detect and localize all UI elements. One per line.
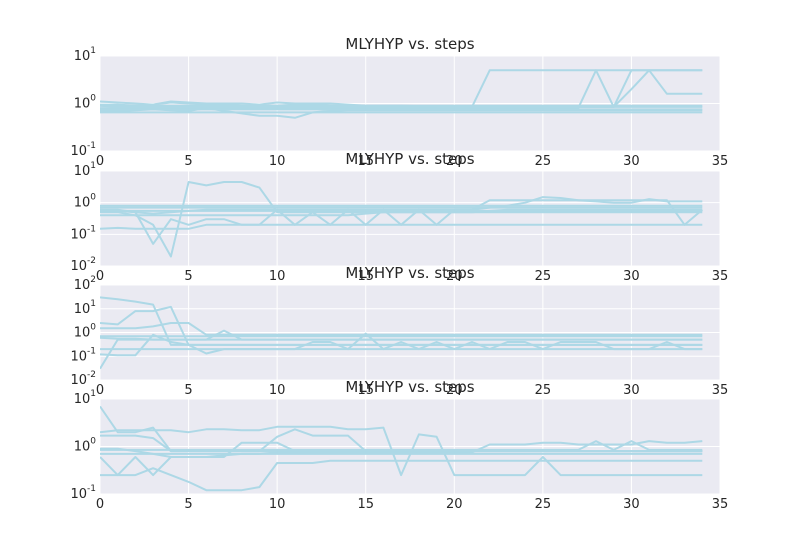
x-tick-label: 10 <box>269 497 286 512</box>
y-tick-label: 101 <box>74 161 96 179</box>
series-line <box>100 332 703 357</box>
x-tick-label: 15 <box>357 154 374 169</box>
x-tick-label: 0 <box>96 497 104 512</box>
y-tick-label: 10-1 <box>70 484 96 502</box>
x-tick-label: 20 <box>446 497 463 512</box>
x-tick-label: 35 <box>712 269 729 284</box>
x-tick-label: 10 <box>269 269 286 284</box>
y-tick-label: 10-2 <box>70 370 96 388</box>
y-tick-label: 102 <box>74 275 96 293</box>
subplot-title: MLYHYP vs. steps <box>345 35 474 53</box>
x-tick-label: 15 <box>357 497 374 512</box>
series-line <box>100 322 703 336</box>
y-tick-label: 10-1 <box>70 141 96 159</box>
series-line <box>100 456 703 492</box>
x-tick-label: 30 <box>623 269 640 284</box>
x-tick-label: 25 <box>535 154 552 169</box>
x-tick-label: 5 <box>184 269 192 284</box>
x-tick-label: 0 <box>96 269 104 284</box>
x-tick-label: 5 <box>184 497 192 512</box>
y-tick-label: 100 <box>74 437 97 455</box>
subplot-title: MLYHYP vs. steps <box>345 150 474 168</box>
y-tick-label: 100 <box>74 94 97 112</box>
x-tick-label: 30 <box>623 383 640 398</box>
y-tick-label: 10-1 <box>70 346 96 364</box>
subplot-title: MLYHYP vs. steps <box>345 378 474 396</box>
x-tick-label: 5 <box>184 154 192 169</box>
y-tick-label: 100 <box>74 193 97 211</box>
x-tick-label: 5 <box>184 383 192 398</box>
series-line <box>100 329 703 341</box>
subplot-title: MLYHYP vs. steps <box>345 264 474 282</box>
y-tick-label: 101 <box>74 46 96 64</box>
x-tick-label: 20 <box>446 383 463 398</box>
y-tick-label: 101 <box>74 389 96 407</box>
x-tick-label: 15 <box>357 383 374 398</box>
y-tick-label: 10-2 <box>70 256 96 274</box>
x-tick-label: 35 <box>712 154 729 169</box>
x-tick-label: 35 <box>712 497 729 512</box>
series-line <box>100 199 703 245</box>
x-tick-label: 30 <box>623 154 640 169</box>
subplot-1: 0 5 10 15 20 25 30 35 10-1 100 101 MLYHYP vs. steps <box>70 35 728 169</box>
x-tick-label: 25 <box>535 269 552 284</box>
x-tick-label: 25 <box>535 497 552 512</box>
y-tick-label: 101 <box>74 299 96 317</box>
x-tick-label: 0 <box>96 154 104 169</box>
x-tick-label: 25 <box>535 383 552 398</box>
x-tick-label: 20 <box>446 269 463 284</box>
series-line <box>100 208 703 217</box>
series-line <box>100 440 703 451</box>
x-tick-label: 15 <box>357 269 374 284</box>
x-tick-label: 35 <box>712 383 729 398</box>
x-tick-label: 20 <box>446 154 463 169</box>
y-tick-label: 100 <box>74 323 97 341</box>
series-line <box>100 425 703 477</box>
x-tick-label: 30 <box>623 497 640 512</box>
y-tick-label: 10-1 <box>70 224 96 242</box>
x-tick-label: 10 <box>269 154 286 169</box>
x-tick-label: 0 <box>96 383 104 398</box>
x-tick-label: 10 <box>269 383 286 398</box>
